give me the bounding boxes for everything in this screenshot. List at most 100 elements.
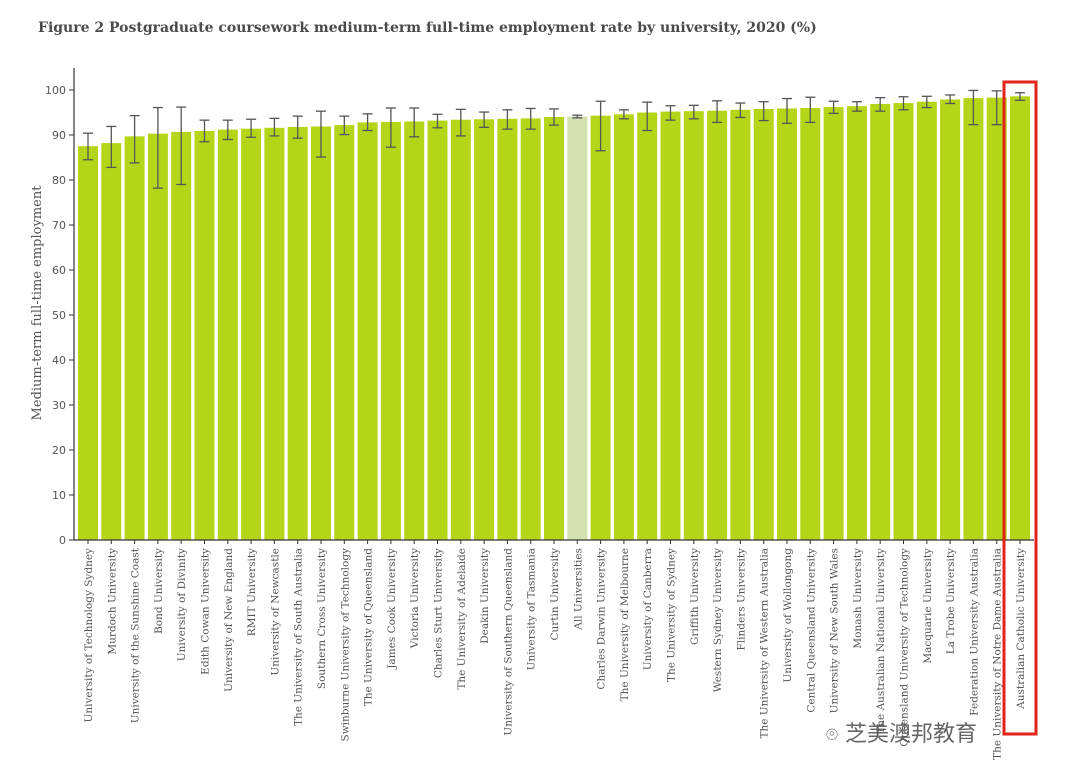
bar [753, 108, 774, 541]
bar [147, 133, 168, 540]
bar [217, 129, 238, 540]
bar [613, 114, 634, 541]
category-label: University of the Sunshine Coast [130, 547, 142, 723]
bar [870, 103, 891, 540]
bar [264, 127, 285, 541]
category-label: University of Technology Sydney [83, 548, 95, 723]
y-tick-label: 0 [59, 534, 66, 547]
category-label: Central Queensland University [805, 548, 817, 713]
category-labels: University of Technology Sydney Murdoch U… [83, 540, 1027, 760]
y-axis-label: Medium-term full-time employment [30, 185, 45, 421]
wechat-icon: ⌾ [826, 722, 838, 746]
category-label: James Cook University [386, 548, 398, 670]
bar [567, 116, 588, 541]
bar [683, 111, 704, 541]
bar [171, 131, 192, 540]
category-label: Flinders University [735, 548, 747, 651]
bar [846, 106, 867, 540]
category-label: The University of Melbourne [619, 548, 631, 701]
y-tick-label: 90 [52, 129, 66, 142]
y-tick-label: 60 [52, 264, 66, 277]
category-label: Victoria University [409, 548, 421, 649]
highlight-box-group [1002, 80, 1038, 736]
y-tick-label: 20 [52, 444, 66, 457]
bar [893, 103, 914, 541]
category-label: Edith Cowan University [200, 548, 212, 675]
bar [474, 119, 495, 540]
category-label: Macquarie University [922, 548, 934, 664]
bar [940, 99, 961, 540]
category-label: La Trobe University [945, 548, 957, 654]
bar [497, 118, 518, 541]
category-label: University of Southern Queensland [502, 548, 514, 736]
category-label: The Australian National University [875, 548, 887, 734]
y-axis-ticks: 0 10 20 30 40 50 60 70 80 90 100 [45, 84, 74, 547]
category-label: The University of Notre Dame Australia [992, 548, 1004, 760]
category-label: The University of Adelaide [456, 548, 468, 690]
bars [78, 96, 1030, 541]
y-axis-label-group: Medium-term full-time employment [30, 185, 45, 421]
y-tick-label: 10 [52, 489, 66, 502]
category-label: The University of Queensland [363, 548, 375, 707]
bar [963, 98, 984, 540]
bar [124, 136, 145, 540]
watermark: ⌾ 芝美澳邦教育 [826, 716, 977, 748]
category-label: Swinburne University of Technology [339, 548, 351, 742]
category-label: University of Tasmania [526, 548, 538, 670]
watermark-text: 芝美澳邦教育 [845, 722, 978, 747]
bar [450, 119, 471, 540]
category-label: Griffith University [689, 548, 701, 645]
bar [101, 143, 122, 540]
y-tick-label: 30 [52, 399, 66, 412]
bar [986, 97, 1007, 541]
bar [730, 109, 751, 541]
bar [427, 120, 448, 540]
bar [357, 122, 378, 541]
bar [404, 121, 425, 540]
bar [78, 146, 98, 540]
bar [287, 126, 308, 541]
bar [311, 126, 331, 540]
bar [823, 107, 844, 540]
y-tick-label: 100 [45, 84, 66, 97]
category-label: University of Canberra [642, 548, 654, 670]
category-label: Deakin University [479, 548, 491, 644]
bar [241, 128, 262, 540]
bar [637, 112, 658, 540]
bar [194, 130, 215, 540]
category-label: Western Sydney University [712, 548, 724, 692]
bar [800, 108, 821, 540]
category-label: RMIT University [246, 548, 258, 636]
category-label: University of Wollongong [782, 548, 794, 683]
bar [334, 125, 355, 540]
category-label: Charles Sturt University [433, 548, 445, 678]
category-label: Queensland University of Technology [899, 548, 911, 747]
bar [777, 108, 797, 540]
category-label: University of New South Wales [829, 548, 841, 713]
bar [590, 115, 611, 541]
y-tick-label: 80 [52, 174, 66, 187]
y-tick-label: 50 [52, 309, 66, 322]
error-bars [83, 89, 1025, 189]
category-label: Bond University [153, 548, 165, 634]
highlight-box [1002, 80, 1038, 736]
category-label: University of Divinity [176, 548, 188, 661]
bar [660, 111, 681, 540]
bar [1010, 96, 1030, 541]
category-label: Monash University [852, 548, 864, 649]
category-label: University of New England [223, 548, 235, 692]
bar [380, 121, 401, 540]
category-label: All Universities [572, 548, 584, 631]
category-label: University of Newcastle [269, 548, 281, 676]
category-label: Murdoch University [106, 548, 118, 655]
y-tick-label: 70 [52, 219, 66, 232]
category-label: The University of Sydney [666, 548, 678, 682]
bar [916, 101, 937, 540]
category-label: Charles Darwin University [596, 548, 608, 690]
bar [707, 110, 728, 540]
bar [520, 118, 541, 540]
category-label: The University of Western Australia [759, 548, 771, 739]
chart-title: Figure 2 Postgraduate coursework medium-… [38, 20, 817, 36]
category-label: Australian Catholic University [1015, 548, 1027, 710]
y-tick-label: 40 [52, 354, 66, 367]
